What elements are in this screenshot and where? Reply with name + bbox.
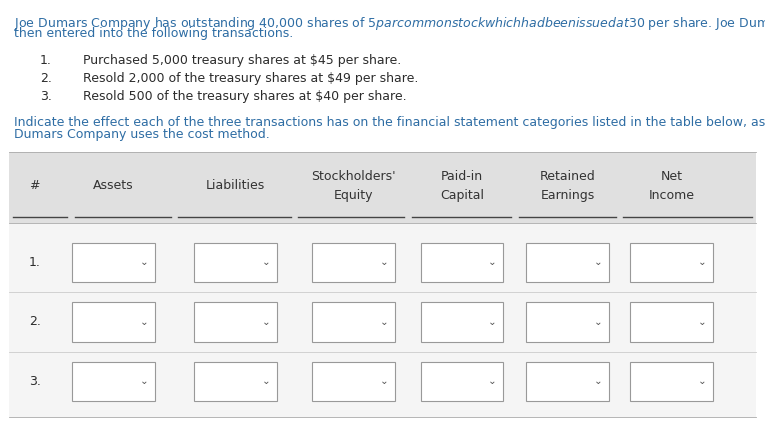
Text: ⌄: ⌄ bbox=[488, 258, 497, 267]
Text: Resold 500 of the treasury shares at $40 per share.: Resold 500 of the treasury shares at $40… bbox=[83, 90, 406, 103]
Text: ⌄: ⌄ bbox=[139, 317, 148, 327]
Bar bbox=[72, 243, 155, 282]
Text: ⌄: ⌄ bbox=[594, 377, 603, 386]
Text: Liabilities: Liabilities bbox=[206, 179, 265, 192]
Bar bbox=[194, 243, 277, 282]
Text: ⌄: ⌄ bbox=[379, 377, 389, 386]
Text: #: # bbox=[29, 179, 40, 192]
Bar bbox=[194, 362, 277, 401]
Text: ⌄: ⌄ bbox=[594, 317, 603, 327]
Text: ⌄: ⌄ bbox=[698, 377, 707, 386]
Text: Capital: Capital bbox=[440, 189, 484, 202]
Text: Net: Net bbox=[661, 170, 682, 183]
Text: Dumars Company uses the cost method.: Dumars Company uses the cost method. bbox=[14, 128, 269, 141]
Bar bbox=[312, 302, 395, 342]
Text: 3.: 3. bbox=[40, 90, 52, 103]
Bar bbox=[312, 243, 395, 282]
Bar bbox=[421, 243, 503, 282]
Text: ⌄: ⌄ bbox=[379, 258, 389, 267]
Text: ⌄: ⌄ bbox=[262, 377, 271, 386]
Bar bbox=[526, 302, 609, 342]
Text: ⌄: ⌄ bbox=[379, 317, 389, 327]
Bar bbox=[72, 302, 155, 342]
Bar bbox=[9, 223, 756, 417]
Text: ⌄: ⌄ bbox=[262, 317, 271, 327]
Text: Retained: Retained bbox=[540, 170, 595, 183]
Text: ⌄: ⌄ bbox=[698, 317, 707, 327]
Bar bbox=[630, 302, 713, 342]
Text: Resold 2,000 of the treasury shares at $49 per share.: Resold 2,000 of the treasury shares at $… bbox=[83, 72, 418, 85]
Text: 1.: 1. bbox=[29, 256, 41, 269]
Text: Assets: Assets bbox=[93, 179, 134, 192]
Text: Paid-in: Paid-in bbox=[441, 170, 483, 183]
Text: ⌄: ⌄ bbox=[139, 377, 148, 386]
Text: Earnings: Earnings bbox=[541, 189, 594, 202]
Text: 2.: 2. bbox=[40, 72, 52, 85]
Bar bbox=[630, 243, 713, 282]
Bar bbox=[9, 152, 756, 223]
Bar bbox=[421, 302, 503, 342]
Bar bbox=[526, 243, 609, 282]
Text: 2.: 2. bbox=[29, 315, 41, 329]
Text: Equity: Equity bbox=[334, 189, 373, 202]
Text: ⌄: ⌄ bbox=[698, 258, 707, 267]
Text: ⌄: ⌄ bbox=[262, 258, 271, 267]
Text: then entered into the following transactions.: then entered into the following transact… bbox=[14, 27, 293, 40]
Text: ⌄: ⌄ bbox=[488, 317, 497, 327]
Text: ⌄: ⌄ bbox=[139, 258, 148, 267]
Bar bbox=[421, 362, 503, 401]
Text: 3.: 3. bbox=[29, 375, 41, 388]
Bar bbox=[526, 362, 609, 401]
Text: Indicate the effect each of the three transactions has on the financial statemen: Indicate the effect each of the three tr… bbox=[14, 116, 765, 128]
Bar bbox=[630, 362, 713, 401]
Text: Purchased 5,000 treasury shares at $45 per share.: Purchased 5,000 treasury shares at $45 p… bbox=[83, 54, 401, 67]
Bar bbox=[194, 302, 277, 342]
Text: Income: Income bbox=[649, 189, 695, 202]
Text: ⌄: ⌄ bbox=[594, 258, 603, 267]
Text: Joe Dumars Company has outstanding 40,000 shares of $5 par common stock which ha: Joe Dumars Company has outstanding 40,00… bbox=[14, 15, 765, 33]
Bar bbox=[72, 362, 155, 401]
Bar bbox=[312, 362, 395, 401]
Text: Stockholders': Stockholders' bbox=[311, 170, 396, 183]
Text: 1.: 1. bbox=[40, 54, 52, 67]
Text: ⌄: ⌄ bbox=[488, 377, 497, 386]
